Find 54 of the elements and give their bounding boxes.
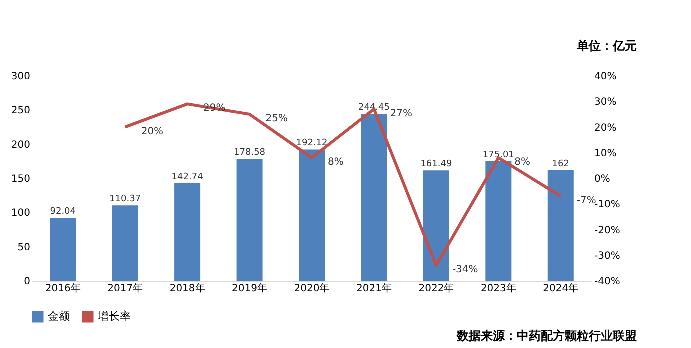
x-tick-label: 2020年 xyxy=(294,282,330,294)
data-label: -34% xyxy=(452,264,478,276)
data-label: 8% xyxy=(328,157,344,168)
bar xyxy=(423,170,450,281)
data-label: 178.58 xyxy=(234,148,266,158)
y2-tick-label: 20% xyxy=(594,122,617,134)
bar xyxy=(50,218,76,281)
y-tick-label: 50 xyxy=(18,242,30,254)
x-tick-label: 2024年 xyxy=(543,282,579,294)
bar xyxy=(236,158,263,281)
x-tick-label: 2018年 xyxy=(170,282,206,294)
source-note: 数据来源：中药配方颗粒行业联盟 xyxy=(456,329,637,343)
data-label: 25% xyxy=(266,113,288,124)
y2-tick-label: -30% xyxy=(594,250,620,262)
y2-tick-label: -20% xyxy=(594,225,620,236)
data-label: 175.01 xyxy=(482,150,514,160)
data-label: 110.37 xyxy=(110,194,142,205)
y-tick-label: 0 xyxy=(24,276,30,288)
bar xyxy=(548,170,574,281)
bar xyxy=(361,114,388,281)
y-tick-label: 100 xyxy=(11,208,30,220)
bar xyxy=(299,150,325,281)
data-label: 27% xyxy=(390,108,412,120)
data-label: 244.45 xyxy=(358,102,390,113)
y-tick-label: 200 xyxy=(11,140,30,151)
y-tick-label: 250 xyxy=(11,106,30,117)
y2-tick-label: 30% xyxy=(594,97,617,108)
y2-tick-label: -10% xyxy=(594,200,620,211)
y-tick-label: 300 xyxy=(11,72,30,82)
text: 单位：亿元 xyxy=(576,39,637,53)
data-label: 142.74 xyxy=(172,172,204,182)
y2-tick-label: 0% xyxy=(594,174,610,185)
x-tick-label: 2017年 xyxy=(108,282,144,294)
data-label: 162 xyxy=(552,159,570,170)
data-label: 192.12 xyxy=(296,138,328,149)
data-label: 8% xyxy=(514,157,531,168)
y2-tick-label: -40% xyxy=(594,276,620,288)
bar xyxy=(486,161,512,281)
bar xyxy=(174,183,201,281)
legend-label: 金额 xyxy=(48,310,70,323)
x-tick-label: 2016年 xyxy=(45,282,81,294)
y2-tick-label: 40% xyxy=(594,72,617,82)
x-tick-label: 2023年 xyxy=(480,282,516,294)
x-tick-label: 2019年 xyxy=(232,282,268,294)
data-label: 92.04 xyxy=(50,207,76,218)
y2-tick-label: 10% xyxy=(594,148,617,160)
x-tick-label: 2022年 xyxy=(418,282,454,294)
x-tick-label: 2021年 xyxy=(356,282,392,294)
y-tick-label: 150 xyxy=(11,174,30,185)
data-label: -7% xyxy=(576,195,596,206)
bar xyxy=(112,206,138,281)
legend-label: 增长率 xyxy=(97,310,131,323)
data-label: 20% xyxy=(141,126,164,138)
data-label: 161.49 xyxy=(420,160,452,170)
